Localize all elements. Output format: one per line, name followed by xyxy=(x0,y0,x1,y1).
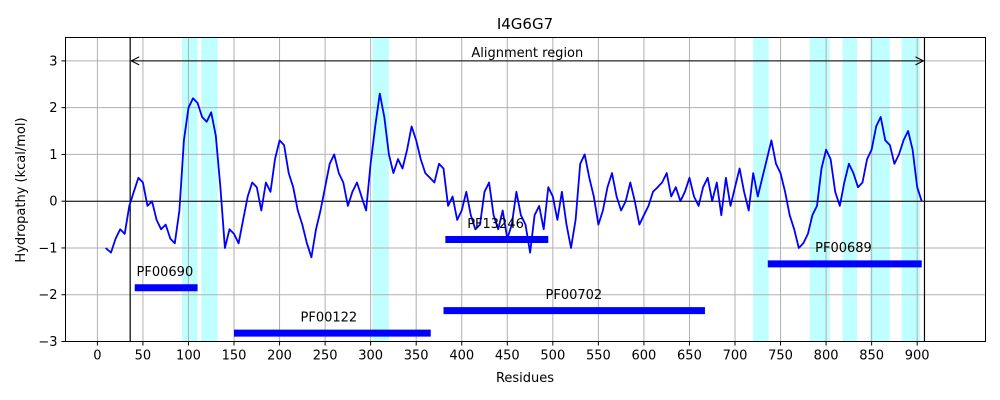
y-axis-label: Hydropathy (kcal/mol) xyxy=(14,117,29,262)
highlight-region xyxy=(372,37,389,342)
domain-label: PF00122 xyxy=(301,310,358,325)
hydropathy-series-line xyxy=(105,92,923,259)
highlight-region xyxy=(182,37,198,342)
x-tick-label: 900 xyxy=(905,349,930,364)
highlight-region xyxy=(842,37,858,342)
alignment-arrow-left-head xyxy=(130,56,140,66)
x-tick-label: 150 xyxy=(222,349,247,364)
highlight-region xyxy=(753,37,769,342)
alignment-region-annotation: Alignment region xyxy=(130,46,925,66)
y-tick-label: 0 xyxy=(49,195,57,210)
x-tick-label: 100 xyxy=(176,349,201,364)
chart-title: I4G6G7 xyxy=(497,15,553,33)
x-tick-label: 50 xyxy=(135,349,152,364)
x-tick-label: 650 xyxy=(677,349,702,364)
x-tick-label: 400 xyxy=(449,349,474,364)
x-tick-label: 300 xyxy=(358,349,383,364)
x-tick-label: 0 xyxy=(93,349,101,364)
domain-label: PF00702 xyxy=(546,288,603,303)
x-tick-label: 600 xyxy=(632,349,657,364)
y-tick-label: 2 xyxy=(49,101,57,116)
y-tick-label: −1 xyxy=(38,241,57,256)
x-tick-label: 350 xyxy=(404,349,429,364)
series-layer xyxy=(105,92,923,259)
x-tick-label: 200 xyxy=(267,349,292,364)
highlight-region xyxy=(869,37,890,342)
x-tick-label: 850 xyxy=(859,349,884,364)
reference-lines xyxy=(65,37,986,342)
highlight-region xyxy=(201,37,218,342)
x-tick-label: 800 xyxy=(814,349,839,364)
x-tick-label: 700 xyxy=(723,349,748,364)
y-tick-label: 1 xyxy=(49,148,57,163)
x-tick-label: 250 xyxy=(313,349,338,364)
domain-label: PF00690 xyxy=(137,265,194,280)
y-tick-label: 3 xyxy=(49,54,57,69)
x-axis-label: Residues xyxy=(496,371,554,386)
domain-bars: PF00690 PF00122 PF13246 PF00702 PF00689 xyxy=(134,217,922,337)
y-tick-label: −3 xyxy=(38,335,57,350)
y-tick-label: −2 xyxy=(38,288,57,303)
x-tick-label: 750 xyxy=(768,349,793,364)
domain-label: PF13246 xyxy=(467,217,524,232)
x-tick-label: 550 xyxy=(586,349,611,364)
domain-label: PF00689 xyxy=(815,241,872,256)
x-tick-label: 500 xyxy=(540,349,565,364)
plot-frame xyxy=(65,37,986,342)
alignment-region-label: Alignment region xyxy=(471,46,583,61)
x-tick-label: 450 xyxy=(495,349,520,364)
axis-ticks: 0 50 100 150 200 250 300 350 400 450 500 550 600 650 7… xyxy=(38,54,929,363)
alignment-arrow-right-head xyxy=(915,56,925,66)
